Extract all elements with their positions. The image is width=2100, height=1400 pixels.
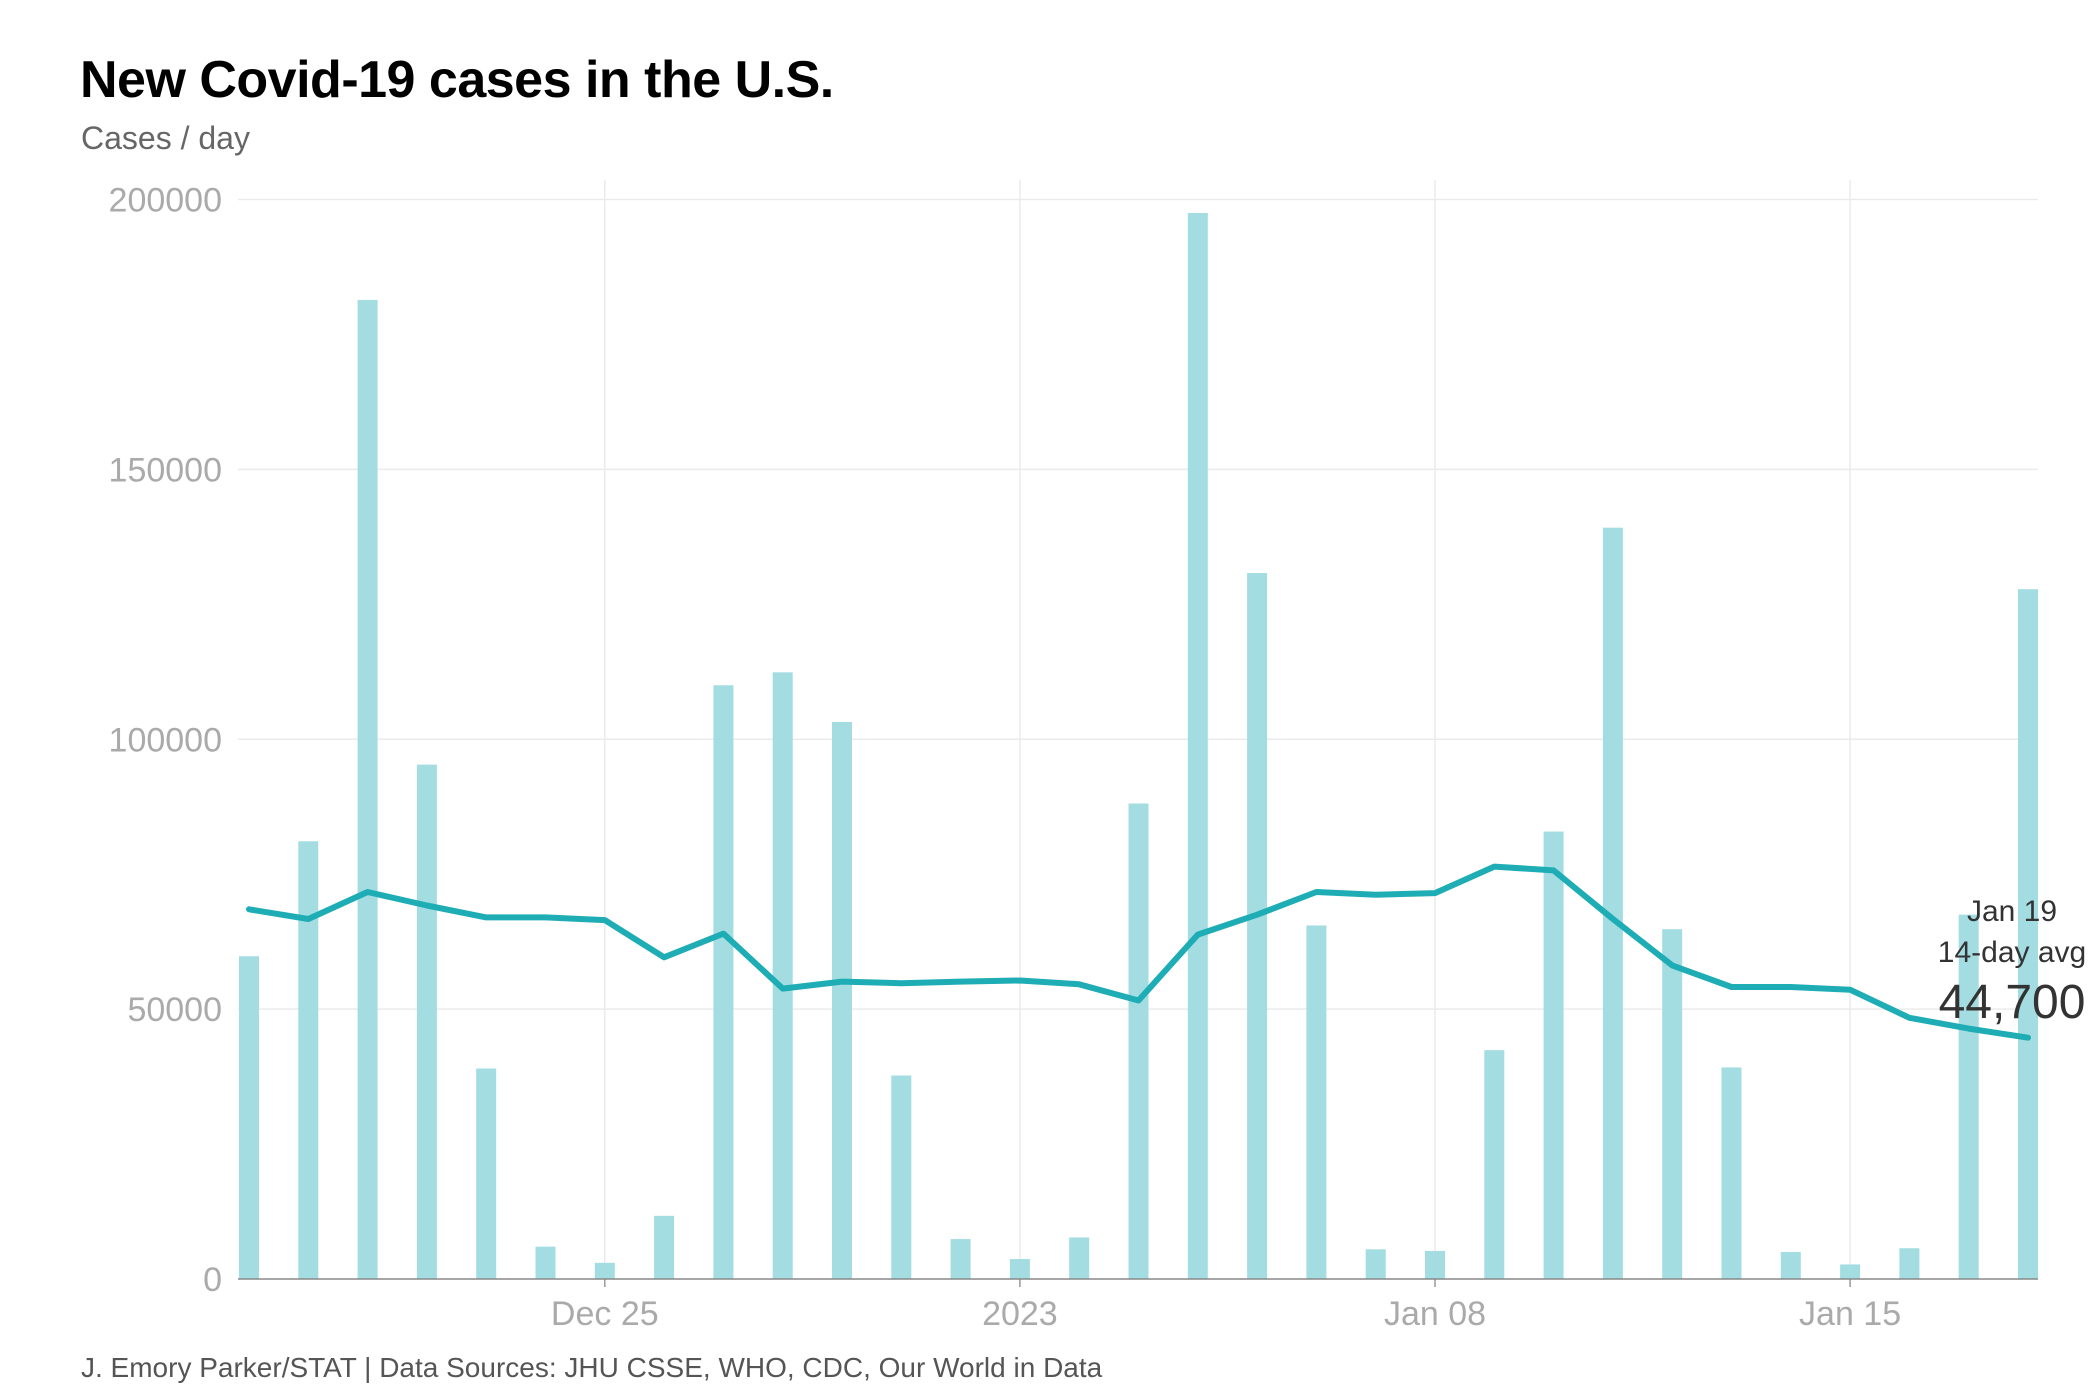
bar-2023-01-18 (2018, 589, 2038, 1279)
bar-2022-12-24 (535, 1246, 556, 1279)
avg-line-group (246, 863, 2031, 1041)
bar-2023-01-03 (1128, 803, 1149, 1279)
bar-2022-12-22 (416, 764, 437, 1279)
bar-2022-12-31 (950, 1239, 971, 1279)
bar-2022-12-21 (357, 299, 378, 1279)
x-tick-label: Jan 08 (1384, 1295, 1486, 1333)
annotation-date: Jan 19 (1967, 895, 2057, 928)
bar-2023-01-08 (1425, 1250, 1445, 1279)
bar-2022-12-26 (654, 1215, 675, 1279)
bars (239, 212, 2038, 1279)
chart-subtitle: Cases / day (81, 120, 250, 156)
bar-2022-12-29 (832, 721, 852, 1279)
x-tick-label: Dec 25 (551, 1295, 659, 1333)
bar-2022-12-20 (298, 841, 319, 1279)
bar-2023-01-13 (1721, 1067, 1742, 1279)
grid (238, 180, 2038, 1279)
bar-2023-01-12 (1662, 929, 1683, 1279)
bar-2023-01-05 (1247, 573, 1268, 1279)
annotation-label: 14-day avg (1938, 936, 2086, 969)
bar-2023-01-10 (1543, 831, 1564, 1279)
bar-2023-01-14 (1780, 1252, 1801, 1279)
y-tick-label: 100000 (109, 721, 222, 759)
bar-2023-01-15 (1840, 1264, 1861, 1279)
bar-2023-01-07 (1365, 1249, 1386, 1279)
ticks: 0 50000 100000 150000 200000 Dec 25 2023 Jan 08… (109, 182, 2038, 1333)
x-tick-label: 2023 (982, 1295, 1058, 1333)
y-tick-label: 200000 (109, 182, 222, 220)
bar-2022-12-30 (891, 1075, 912, 1279)
source-credit: J. Emory Parker/STAT | Data Sources: JHU… (81, 1352, 1103, 1383)
bar-2022-12-23 (476, 1068, 497, 1279)
bar-2023-01-01 (1009, 1259, 1030, 1279)
bar-2023-01-02 (1069, 1237, 1090, 1279)
bar-2023-01-17 (1958, 914, 1979, 1279)
x-tick-label: Jan 15 (1799, 1295, 1901, 1333)
bar-2023-01-09 (1484, 1050, 1505, 1279)
bar-2023-01-06 (1306, 925, 1327, 1279)
annotation-value: 44,700 (1939, 976, 2086, 1029)
bar-2023-01-04 (1187, 212, 1208, 1279)
y-tick-label: 0 (203, 1261, 222, 1299)
avg-line (246, 863, 2031, 1041)
bar-2022-12-19 (239, 956, 259, 1279)
bar-2023-01-11 (1602, 527, 1623, 1279)
y-tick-label: 50000 (127, 991, 222, 1029)
bar-2023-01-16 (1899, 1248, 1920, 1279)
chart-title: New Covid-19 cases in the U.S. (80, 51, 834, 109)
bar-2022-12-27 (713, 685, 734, 1279)
bar-2022-12-28 (772, 672, 793, 1279)
bar-2022-12-25 (594, 1262, 615, 1279)
y-tick-label: 150000 (109, 451, 222, 489)
